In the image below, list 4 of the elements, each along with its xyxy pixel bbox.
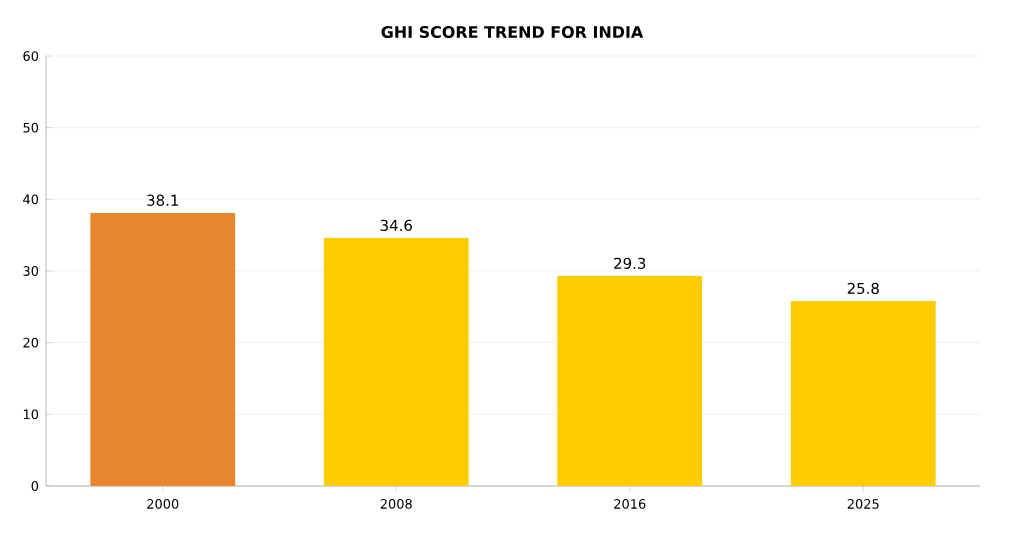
bar — [557, 276, 703, 486]
bar — [323, 238, 469, 486]
bar — [790, 301, 936, 486]
bar — [90, 212, 236, 486]
